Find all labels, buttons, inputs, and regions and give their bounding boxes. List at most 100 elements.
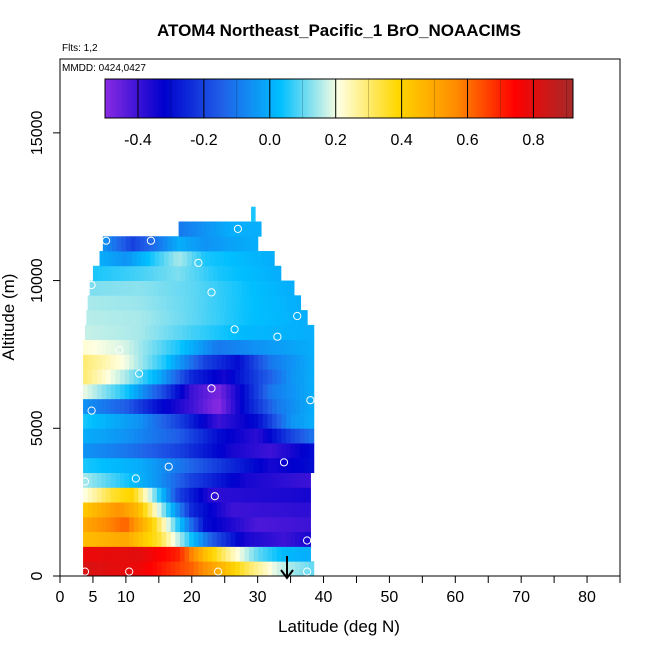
heatmap-cell	[106, 516, 112, 533]
heatmap-cell	[207, 339, 213, 355]
heatmap-cell	[255, 280, 261, 296]
heatmap-cell	[83, 487, 89, 503]
heatmap-cell	[198, 413, 204, 429]
heatmap-cell	[92, 561, 98, 577]
heatmap-cell	[221, 443, 227, 459]
heatmap-cell	[276, 472, 282, 488]
colorbar-swatch	[393, 79, 396, 118]
heatmap-cell	[195, 236, 201, 252]
heatmap-cell	[212, 487, 218, 503]
heatmap-cell	[299, 398, 306, 414]
heatmap-cell	[304, 472, 310, 488]
heatmap-cell	[96, 383, 103, 400]
heatmap-cell	[249, 295, 255, 311]
heatmap-cell	[309, 428, 315, 444]
heatmap-cell	[133, 383, 139, 400]
heatmap-cell	[275, 310, 281, 326]
heatmap-cell	[179, 472, 186, 488]
colorbar-swatch	[295, 79, 298, 118]
heatmap-cell	[258, 413, 264, 429]
colorbar-swatch	[571, 79, 574, 118]
heatmap-cell	[253, 443, 259, 459]
colorbar-swatch	[569, 79, 572, 118]
heatmap-cell	[276, 383, 282, 400]
heatmap-cell	[270, 310, 277, 326]
heatmap-cell	[106, 502, 112, 518]
heatmap-cell	[258, 487, 264, 503]
observation-point	[273, 332, 282, 341]
colorbar-swatch	[283, 79, 286, 118]
heatmap-cell	[304, 443, 310, 459]
heatmap-cell	[167, 236, 173, 252]
heatmap-cell	[184, 561, 190, 577]
heatmap-cell	[233, 221, 240, 237]
heatmap-cell	[108, 324, 114, 341]
heatmap-cell	[277, 265, 282, 281]
heatmap-cell	[175, 339, 181, 355]
heatmap-cell	[162, 236, 168, 252]
heatmap-cell	[262, 413, 269, 429]
heatmap-cell	[304, 531, 310, 547]
heatmap-cell	[304, 561, 310, 577]
heatmap-cell	[83, 354, 89, 370]
heatmap-cell	[129, 354, 135, 370]
colorbar-swatch	[409, 79, 412, 118]
heatmap-cell	[189, 398, 195, 414]
heatmap-cell	[233, 251, 239, 267]
heatmap-cell	[306, 324, 312, 341]
observation-point	[279, 458, 289, 467]
heatmap-cell	[255, 236, 259, 252]
heatmap-cell	[143, 413, 149, 429]
heatmap-cell	[133, 443, 139, 459]
heatmap-cell	[96, 354, 103, 370]
heatmap-cell	[124, 457, 130, 473]
heatmap-cell	[152, 561, 158, 577]
heatmap-cell	[143, 516, 149, 533]
colorbar-swatch	[225, 79, 228, 118]
heatmap-cell	[100, 310, 106, 326]
heatmap-cell	[230, 472, 236, 488]
heatmap-cell	[161, 354, 167, 370]
heatmap-cell	[290, 354, 296, 370]
heatmap-cell	[169, 310, 175, 326]
heatmap-cell	[244, 457, 250, 473]
heatmap-cell	[133, 428, 139, 444]
heatmap-cell	[124, 413, 130, 429]
heatmap-cell	[161, 339, 167, 355]
heatmap-cell	[152, 487, 158, 503]
heatmap-cell	[184, 443, 190, 459]
heatmap-cell	[171, 265, 177, 281]
heatmap-cell	[207, 487, 213, 503]
heatmap-cell	[185, 265, 191, 281]
heatmap-cell	[309, 369, 315, 385]
heatmap-cell	[161, 516, 167, 533]
heatmap-cell	[287, 280, 294, 296]
heatmap-cell	[92, 502, 98, 518]
colorbar-swatch	[117, 79, 120, 118]
heatmap-cell	[124, 354, 130, 370]
heatmap-cell	[210, 251, 216, 267]
heatmap-cell	[184, 531, 190, 547]
heatmap-cell	[119, 516, 126, 533]
x-axis-label: Latitude (deg N)	[278, 617, 400, 636]
heatmap-cell	[172, 280, 178, 296]
heatmap-cell	[292, 324, 298, 341]
colorbar-swatch	[307, 79, 310, 118]
heatmap-cell	[267, 457, 273, 473]
plot-frame	[59, 58, 621, 577]
heatmap-cell	[92, 369, 98, 385]
heatmap-cell	[112, 280, 118, 296]
heatmap-cell	[138, 295, 144, 311]
heatmap-cell	[202, 516, 209, 533]
colorbar-swatch	[557, 79, 560, 118]
colorbar-swatch	[457, 79, 460, 118]
colorbar-swatch	[543, 79, 546, 118]
heatmap-cell	[189, 413, 195, 429]
heatmap-cell	[262, 516, 269, 533]
heatmap-cell	[267, 516, 273, 533]
heatmap-cell	[249, 354, 255, 370]
colorbar-swatch	[381, 79, 384, 118]
heatmap-cell	[262, 546, 269, 562]
colorbar-swatch	[549, 79, 552, 118]
colorbar-swatch	[397, 79, 400, 118]
